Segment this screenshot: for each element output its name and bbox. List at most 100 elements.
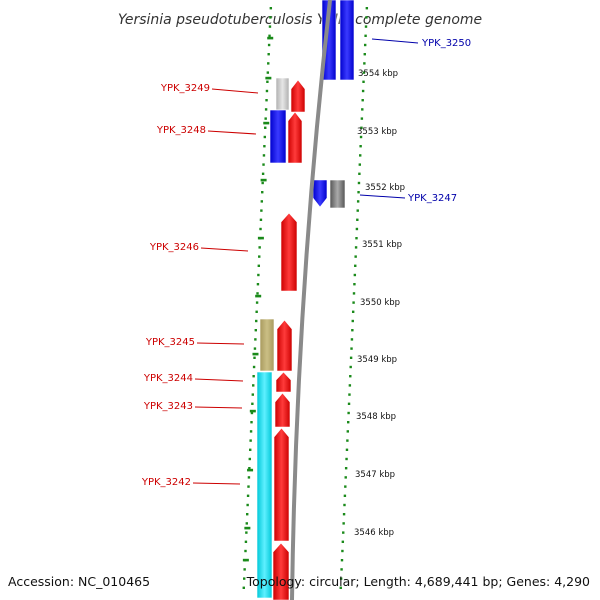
- accession-text: Accession: NC_010465: [8, 574, 150, 589]
- inner-ring-dot: [254, 338, 257, 341]
- inner-ring-dot: [249, 430, 253, 433]
- gene-label-ypk3242[interactable]: YPK_3242: [141, 477, 191, 488]
- inner-ring-dot: [263, 135, 267, 139]
- outer-ring-dot: [339, 586, 342, 589]
- gene-label-ypk3243[interactable]: YPK_3243: [143, 401, 193, 412]
- gene-ypk3248-cds: [269, 109, 287, 164]
- inner-ring-dot: [257, 273, 260, 277]
- inner-ring-dot: [261, 181, 264, 185]
- inner-ring-dot: [247, 485, 250, 488]
- outer-ring-dot: [340, 568, 343, 571]
- inner-ring-dot: [244, 540, 248, 543]
- gene-label-ypk3245[interactable]: YPK_3245: [145, 337, 195, 348]
- feature-track: [256, 0, 355, 600]
- gene-leader-line-ypk3242: [192, 482, 241, 485]
- inner-ring-dot: [250, 421, 253, 424]
- gene-leader-line-ypk3248: [207, 130, 257, 135]
- inner-ring-dot: [249, 448, 252, 451]
- gene-label-ypk3244[interactable]: YPK_3244: [143, 373, 193, 384]
- kbp-scale: 3554 kbp 3553 kbp 3552 kbp 3551 kbp 3550 kbp…: [354, 69, 405, 538]
- inner-ring-dot: [251, 402, 254, 405]
- outer-ring-dot: [340, 559, 344, 562]
- inner-ring-dot: [243, 568, 246, 571]
- outer-ring-dot: [350, 347, 353, 350]
- outer-ring-dot: [356, 200, 360, 203]
- gene-ypk3242-arrow-b: [272, 542, 290, 600]
- outer-ring-dot: [345, 457, 348, 461]
- inner-ring-dot: [264, 126, 267, 129]
- inner-ring-dot: [267, 43, 271, 47]
- kbp-tick-label: 3550 kbp: [360, 298, 400, 308]
- outer-ring-dot: [365, 16, 368, 19]
- inner-ring-dot: [248, 467, 251, 470]
- outer-ring-dot: [360, 126, 363, 129]
- inner-ring-dot: [267, 62, 270, 65]
- gene-leader-line-ypk3247: [359, 194, 406, 199]
- inner-ring-dot: [259, 227, 262, 231]
- inner-ring-dot: [253, 347, 257, 350]
- outer-ring-dot: [344, 467, 348, 470]
- inner-ring-dot: [247, 476, 251, 479]
- gene-leader-line-ypk3245: [196, 342, 245, 345]
- inner-ring-dot: [262, 163, 265, 166]
- outer-ring-dot: [342, 522, 345, 525]
- inner-ring-dot: [261, 191, 264, 194]
- gene-ypk3246-arrow: [280, 212, 298, 292]
- inner-ring-dot: [249, 439, 252, 442]
- outer-ring-dot: [339, 577, 343, 580]
- inner-ring-dot: [252, 375, 255, 378]
- outer-ring-dot: [344, 485, 347, 488]
- inner-ring-dot: [243, 577, 246, 580]
- outer-ring-dot: [355, 227, 359, 231]
- outer-ring-dot: [346, 439, 349, 442]
- gene-ypk3248-arrow: [287, 111, 303, 164]
- gene-ypk3244-arrow: [275, 371, 292, 393]
- outer-ring-dot: [357, 181, 361, 185]
- inner-ring-tick: [260, 178, 267, 182]
- inner-ring-tick: [244, 526, 251, 530]
- inner-ring-dot: [261, 172, 265, 175]
- outer-ring-dot: [362, 71, 366, 74]
- gene-ypk3245-cds: [259, 318, 275, 372]
- inner-ring-dot: [246, 494, 250, 497]
- kbp-tick-label: 3546 kbp: [354, 528, 394, 538]
- inner-ring-dot: [246, 513, 249, 516]
- outer-ring-dot: [359, 154, 362, 157]
- inner-ring-dot: [245, 531, 248, 534]
- outer-ring-dot: [354, 246, 358, 249]
- inner-ring-tick: [257, 236, 264, 240]
- gene-label-ypk3249[interactable]: YPK_3249: [160, 83, 210, 94]
- outer-ring-dot: [363, 62, 366, 65]
- outer-ring-dot: [352, 292, 356, 295]
- inner-ring-dot: [262, 154, 266, 157]
- gene-ypk3247-cds: [329, 179, 346, 209]
- gene-label-ypk3248[interactable]: YPK_3248: [156, 125, 206, 136]
- inner-ring-dot: [258, 255, 261, 258]
- inner-ring-dot: [242, 586, 245, 589]
- gene-ypk3249-arrow: [290, 79, 306, 113]
- inner-ring-dot: [254, 329, 257, 332]
- inner-ring-dot: [256, 283, 260, 286]
- outer-ring-dot: [351, 310, 355, 313]
- outer-ring-dot: [359, 135, 363, 139]
- outer-ring-dot: [361, 99, 364, 102]
- inner-ring-dot: [245, 522, 248, 525]
- genome-title: Yersinia pseudotuberculosis YPIII, compl…: [118, 12, 482, 28]
- outer-ring-dot: [348, 393, 351, 396]
- inner-ring-dot: [268, 25, 272, 28]
- tick-rings: [242, 7, 369, 589]
- inner-ring-dot: [264, 117, 267, 120]
- outer-ring-dot: [347, 421, 350, 424]
- inner-ring-dot: [268, 34, 271, 37]
- inner-ring-dot: [265, 99, 268, 102]
- gene-leader-line-ypk3249: [211, 88, 259, 94]
- gene-label-ypk3247[interactable]: YPK_3247: [407, 193, 457, 204]
- inner-ring-dot: [264, 108, 268, 111]
- outer-ring-dot: [350, 338, 354, 341]
- inner-ring-tick: [249, 409, 256, 413]
- gene-label-ypk3250[interactable]: YPK_3250: [421, 38, 471, 49]
- inner-ring-tick: [265, 76, 272, 80]
- kbp-tick-label: 3548 kbp: [356, 412, 396, 422]
- gene-label-ypk3246[interactable]: YPK_3246: [149, 242, 199, 253]
